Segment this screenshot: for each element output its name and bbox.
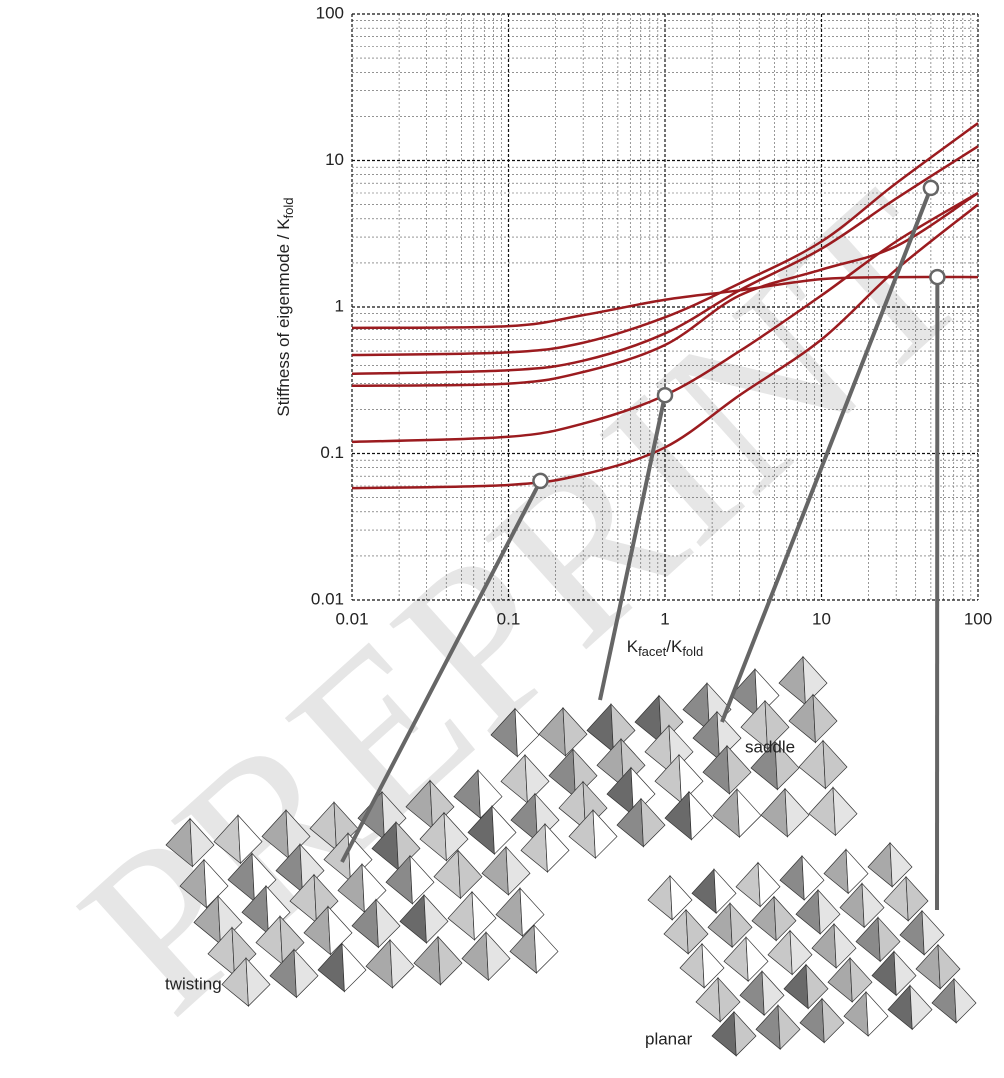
x-tick-label: 0.01 (335, 609, 368, 628)
facet (799, 741, 825, 789)
x-label-sub: fold (682, 644, 703, 659)
facet (761, 789, 787, 837)
chart: PREPRINT 0.010.11101000.010.1110100twist… (0, 0, 1004, 1078)
facet (785, 789, 809, 837)
facet (833, 787, 857, 835)
y-label-sub: fold (281, 197, 296, 218)
x-tick-label: 1 (660, 609, 669, 628)
facet (511, 794, 537, 842)
facet (534, 925, 558, 973)
facet (492, 806, 516, 854)
callout-point (658, 388, 672, 402)
facet (545, 824, 569, 872)
facet (822, 999, 844, 1043)
facet (780, 856, 804, 900)
facet (713, 789, 739, 837)
y-axis-label: Stiffness of eigenmode / Kfold (274, 197, 296, 416)
callout-label: planar (645, 1029, 693, 1048)
callout-point (924, 181, 938, 195)
facet (486, 932, 510, 980)
facet (472, 892, 496, 940)
x-tick-label: 100 (964, 609, 992, 628)
facet (376, 899, 400, 947)
facet (910, 985, 932, 1029)
x-label-text: K (627, 637, 639, 656)
facet (737, 789, 761, 837)
facet (648, 876, 672, 920)
facet (641, 799, 665, 847)
callout-point (930, 270, 944, 284)
x-label-text: /K (666, 637, 683, 656)
facet (954, 979, 976, 1023)
callout-point (533, 474, 547, 488)
facet (809, 787, 835, 835)
facet (496, 888, 522, 936)
y-tick-label: 10 (325, 150, 344, 169)
facet (424, 895, 448, 943)
facet (823, 741, 847, 789)
y-tick-label: 1 (335, 296, 344, 315)
x-label-sub: facet (638, 644, 667, 659)
facet (635, 696, 661, 744)
facet (549, 749, 575, 797)
facet (689, 792, 713, 840)
facet (866, 992, 888, 1036)
facet (342, 944, 366, 992)
callout-label: saddle (745, 737, 795, 756)
x-tick-label: 0.1 (497, 609, 521, 628)
facet (482, 847, 508, 895)
facet (824, 849, 848, 893)
y-label-text: Stiffness of eigenmode / K (274, 218, 293, 417)
callout-label: twisting (165, 974, 222, 993)
facet (414, 937, 440, 985)
y-tick-label: 100 (316, 3, 344, 22)
facet (390, 940, 414, 988)
facet (448, 892, 474, 940)
facet (438, 937, 462, 985)
y-tick-label: 0.1 (320, 443, 344, 462)
facet (593, 810, 617, 858)
facet (779, 657, 805, 705)
facet (813, 695, 837, 743)
x-tick-label: 10 (812, 609, 831, 628)
facet (736, 863, 760, 907)
facet (458, 850, 482, 898)
facet (734, 1012, 756, 1056)
y-tick-label: 0.01 (311, 589, 344, 608)
facet (778, 1005, 800, 1049)
facet (868, 843, 892, 887)
facet (692, 869, 716, 913)
